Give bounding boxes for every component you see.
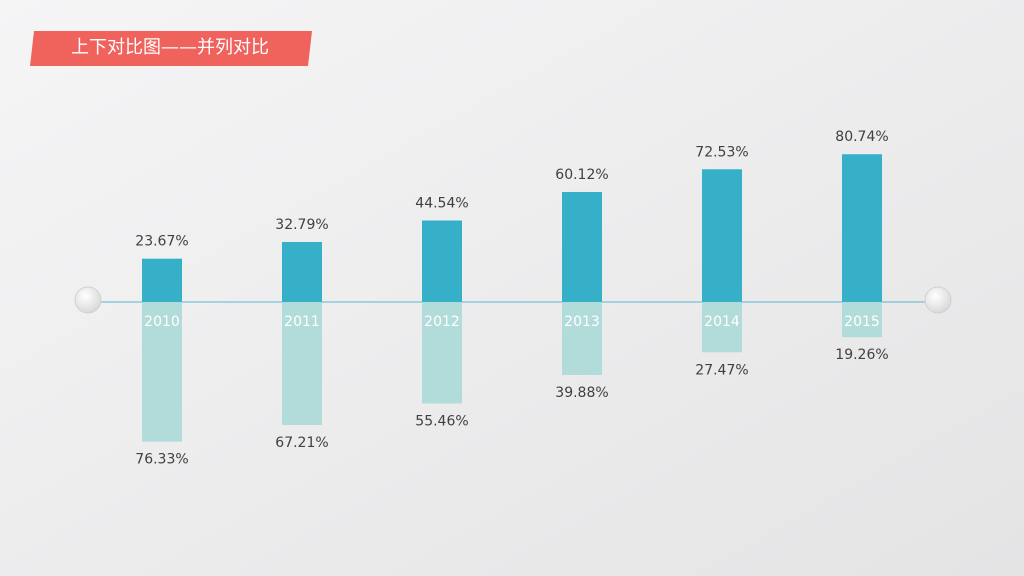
bar-upper: [422, 220, 462, 302]
value-label: 19.26%: [835, 347, 888, 363]
value-label: 67.21%: [275, 435, 328, 451]
value-label: 27.47%: [695, 362, 748, 378]
category-label: 2015: [844, 314, 880, 330]
bar-lower: [702, 302, 742, 353]
bar-upper: [842, 154, 882, 302]
category-label: 2010: [144, 314, 180, 330]
value-label: 39.88%: [555, 385, 608, 401]
bar-upper: [562, 191, 602, 302]
bar-upper: [142, 258, 182, 302]
category-label: 2012: [424, 314, 460, 330]
end-knob: [74, 286, 102, 314]
value-label: 60.12%: [555, 167, 608, 183]
bar-upper: [702, 169, 742, 302]
value-label: 72.53%: [695, 144, 748, 160]
chart-title: 上下对比图——并列对比: [71, 37, 269, 58]
bar-upper: [282, 241, 322, 302]
category-label: 2013: [564, 314, 600, 330]
value-label: 23.67%: [135, 234, 188, 250]
value-label: 55.46%: [415, 413, 468, 429]
end-knob: [924, 286, 952, 314]
category-label: 2014: [704, 314, 740, 330]
value-label: 44.54%: [415, 195, 468, 211]
bar-lower: [842, 302, 882, 338]
bar-lower: [282, 302, 322, 425]
category-label: 2011: [284, 314, 320, 330]
bar-lower: [422, 302, 462, 404]
value-label: 76.33%: [135, 452, 188, 468]
bar-lower: [562, 302, 602, 375]
value-label: 80.74%: [835, 129, 888, 145]
bar-lower: [142, 302, 182, 442]
title-banner: [30, 31, 312, 66]
value-label: 32.79%: [275, 217, 328, 233]
